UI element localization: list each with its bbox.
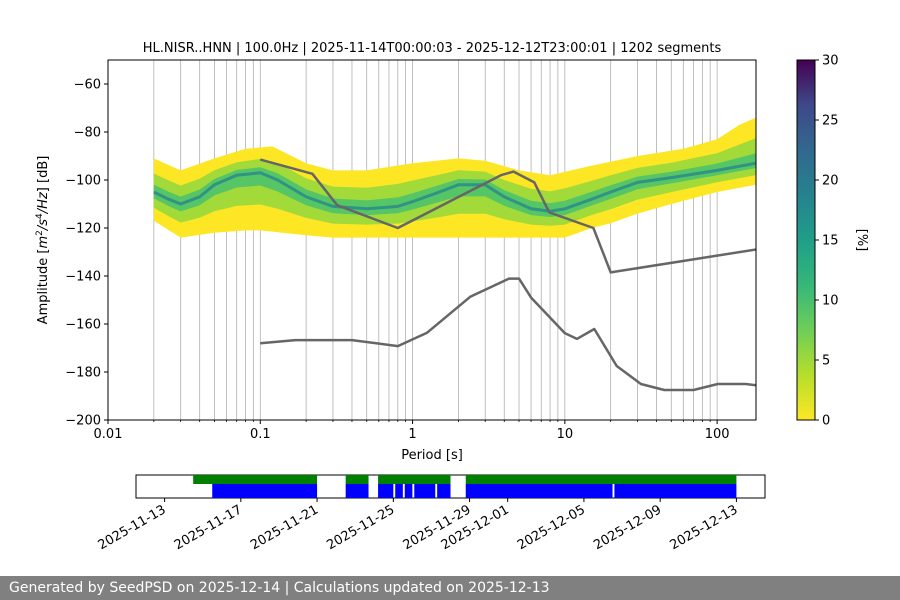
x-tick-label: 100 [705,427,730,442]
y-label-part: 2 [35,230,45,236]
grid-lines [153,60,718,420]
y-tick-label: −100 [65,174,101,189]
y-tick-label: −200 [65,414,101,429]
y-label-part: Hz [36,191,51,209]
y-tick-label: −160 [65,318,101,333]
colorbar-tick-label: 10 [822,294,839,309]
date-tick-label: 2025-12-09 [591,502,664,553]
colorbar-tick-label: 25 [822,114,839,129]
y-tick-label: −60 [74,78,101,93]
x-tick-label: 0.1 [250,427,271,442]
colorbar-tick-label: 15 [822,234,839,249]
availability-blue [345,484,369,498]
availability-blue [465,484,613,498]
y-axis-label: Amplitude [m2/s4/Hz] [dB] [35,156,51,325]
psd-density [153,117,756,238]
y-tick-label: −140 [65,270,101,285]
psd-chart: HL.NISR..HNN | 100.0Hz | 2025-11-14T00:0… [35,41,869,553]
availability-blue [395,484,403,498]
availability-blue [212,484,318,498]
y-label-part: ] [dB] [36,156,51,193]
availability-blue [414,484,436,498]
series-nhnm [259,158,756,274]
colorbar-tick-label: 20 [822,174,839,189]
date-axis: 2025-11-13 2025-11-17 2025-11-21 2025-11-25… [96,498,740,553]
availability-green [465,475,737,484]
y-tick-label: −80 [74,126,101,141]
y-label-part: s [36,219,51,226]
availability-blue [437,484,451,498]
y-axis: −200 −180 −160 −140 −120 −100 −80 −60 [65,78,108,429]
y-tick-label: −120 [65,222,101,237]
availability-blue [404,484,413,498]
y-label-part: / [36,224,51,231]
availability-blue [614,484,737,498]
x-tick-label: 0.01 [94,427,123,442]
date-tick-label: 2025-11-25 [324,502,397,553]
psd-mode-line [153,161,756,213]
x-tick-label: 1 [408,427,416,442]
colorbar-label: [%] [854,229,869,252]
availability-green [193,475,318,484]
date-tick-label: 2025-11-13 [96,502,169,553]
y-label-part: / [36,207,51,214]
date-tick-label: 2025-12-05 [515,502,588,553]
series-nlnm [260,277,756,392]
x-axis-label: Period [s] [401,448,463,463]
availability-green [378,475,451,484]
availability-bars [193,475,737,498]
colorbar-tick-label: 30 [822,54,839,69]
footer: Generated by SeedPSD on 2025-12-14 | Cal… [0,576,900,600]
colorbar-tick-label: 5 [822,354,830,369]
y-label-part: Amplitude [ [36,249,51,325]
availability-green [345,475,369,484]
x-tick-label: 10 [557,427,574,442]
chart-title: HL.NISR..HNN | 100.0Hz | 2025-11-14T00:0… [143,41,722,56]
date-tick-label: 2025-11-17 [172,502,245,553]
colorbar-tick-label: 0 [822,414,830,429]
availability-blue [378,484,394,498]
colorbar-ticks: 0 5 10 15 20 25 30 [815,54,839,429]
plot-frame [107,59,757,421]
date-tick-label: 2025-11-21 [248,502,321,553]
y-label-part: 4 [35,213,45,219]
noise-models [259,158,756,392]
date-tick-label: 2025-12-13 [667,502,740,553]
x-axis: 0.01 0.1 1 10 100 [94,420,730,442]
y-label-part: m [36,236,51,249]
y-tick-label: −180 [65,366,101,381]
colorbar [796,59,816,421]
